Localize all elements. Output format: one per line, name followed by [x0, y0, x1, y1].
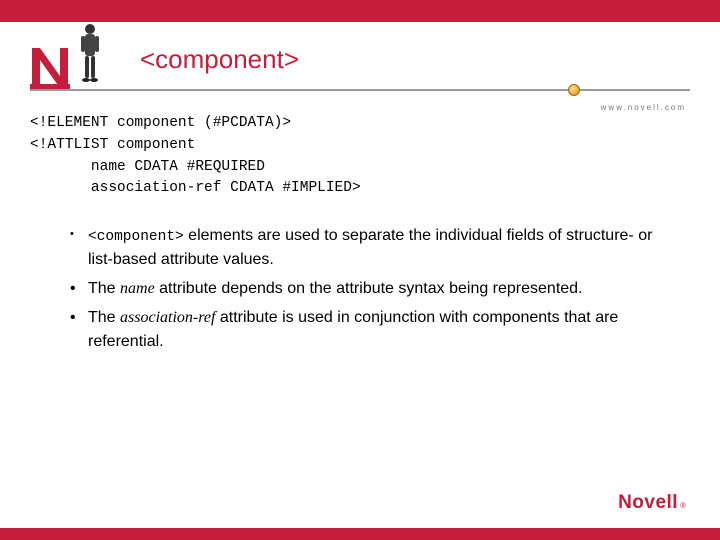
text: elements are [184, 227, 285, 244]
header-url: www.novell.com [601, 103, 686, 112]
attr-name: name [120, 280, 155, 297]
text: The [88, 280, 120, 297]
bullet-list: <component> elements are used to separat… [70, 224, 660, 353]
text: attribute depends on the attribute synta… [155, 280, 583, 297]
header: <component> [0, 22, 720, 75]
dtd-line: association-ref CDATA #IMPLIED> [30, 180, 361, 196]
attr-name: association-ref [120, 309, 215, 326]
inline-code: <component> [88, 229, 184, 245]
bullet-item: <component> elements are used to separat… [70, 224, 660, 271]
divider-dot-icon [568, 84, 580, 96]
dtd-line: name CDATA #REQUIRED [30, 159, 265, 175]
registered-mark: ® [680, 501, 686, 510]
slide-title: <component> [140, 44, 690, 75]
bullet-item: The association-ref attribute is used in… [70, 306, 660, 352]
divider-line [30, 89, 690, 91]
bullet-item: The name attribute depends on the attrib… [70, 277, 660, 300]
text: The [88, 309, 120, 326]
bottom-red-bar [0, 528, 720, 540]
person-icon [76, 22, 104, 90]
top-red-bar [0, 0, 720, 22]
dtd-line: <!ATTLIST component [30, 137, 195, 153]
dtd-line: <!ELEMENT component (#PCDATA)> [30, 115, 291, 131]
footer-brand-text: Novell [618, 492, 678, 514]
dtd-code-block: <!ELEMENT component (#PCDATA)> <!ATTLIST… [30, 113, 690, 200]
logo-group [30, 22, 104, 90]
n-logo-icon [30, 42, 70, 90]
footer-logo: Novell® [618, 492, 686, 514]
